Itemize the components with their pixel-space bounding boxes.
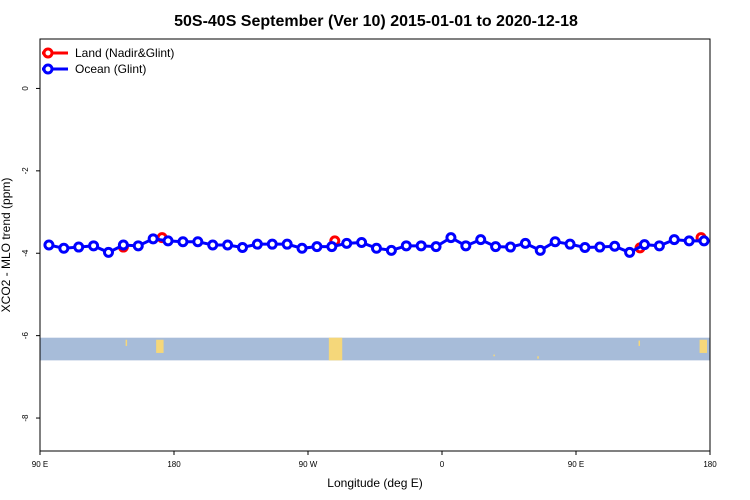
- map-land-patch: [537, 356, 539, 359]
- ocean-point: [326, 241, 338, 253]
- x-tick-label: 180: [167, 460, 181, 469]
- ocean-point: [475, 234, 487, 246]
- ocean-point: [162, 235, 174, 247]
- ocean-point: [594, 241, 606, 253]
- ocean-point: [266, 238, 278, 250]
- map-land-patch: [638, 340, 641, 346]
- ocean-point: [534, 244, 546, 256]
- ocean-point: [192, 236, 204, 248]
- ocean-point: [504, 241, 516, 253]
- ocean-point: [341, 237, 353, 249]
- ocean-point: [579, 241, 591, 253]
- ocean-point: [281, 238, 293, 250]
- legend-marker: [42, 63, 54, 75]
- ocean-point: [177, 236, 189, 248]
- ocean-point: [460, 240, 472, 252]
- ocean-point: [132, 240, 144, 252]
- ocean-point: [102, 246, 114, 258]
- ocean-point: [624, 246, 636, 258]
- map-land-patch: [493, 354, 495, 357]
- map-band: [40, 337, 710, 361]
- x-tick-label: 0: [440, 460, 445, 469]
- y-tick-label: 0: [21, 86, 30, 91]
- ocean-point: [549, 236, 561, 248]
- y-tick-label: -6: [21, 332, 30, 340]
- x-axis: 90 E 180 90 W 0 90 E 180: [32, 451, 717, 469]
- map-land-patch: [699, 339, 708, 353]
- ocean-point: [698, 235, 710, 247]
- ocean-point: [445, 232, 457, 244]
- ocean-point: [207, 239, 219, 251]
- ocean-point: [415, 240, 427, 252]
- y-tick-label: -8: [21, 414, 30, 422]
- y-axis: 0 -2 -4 -6 -8: [21, 86, 40, 422]
- ocean-point: [73, 241, 85, 253]
- ocean-point: [668, 234, 680, 246]
- y-tick-label: -2: [21, 167, 30, 175]
- ocean-point: [400, 240, 412, 252]
- map-ocean: [40, 337, 710, 361]
- map-land-patch: [328, 337, 343, 361]
- ocean-point: [117, 239, 129, 251]
- ocean-point: [519, 237, 531, 249]
- x-tick-label: 180: [703, 460, 717, 469]
- ocean-point: [236, 241, 248, 253]
- ocean-point: [311, 241, 323, 253]
- ocean-point: [638, 239, 650, 251]
- legend-marker: [42, 47, 54, 59]
- x-axis-label: Longitude (deg E): [327, 476, 422, 490]
- x-tick-label: 90 W: [299, 460, 318, 469]
- x-tick-label: 90 E: [32, 460, 48, 469]
- ocean-point: [385, 244, 397, 256]
- ocean-point: [564, 238, 576, 250]
- ocean-point: [222, 239, 234, 251]
- ocean-point: [356, 237, 368, 249]
- legend-label: Land (Nadir&Glint): [75, 46, 174, 60]
- ocean-point: [490, 241, 502, 253]
- legend: Land (Nadir&Glint) Ocean (Glint): [42, 46, 174, 76]
- y-tick-label: -4: [21, 249, 30, 257]
- ocean-point: [147, 233, 159, 245]
- ocean-point: [88, 240, 100, 252]
- map-land-patch: [156, 339, 164, 353]
- ocean-point: [58, 242, 70, 254]
- ocean-point: [609, 240, 621, 252]
- ocean-point: [683, 235, 695, 247]
- ocean-point: [653, 240, 665, 252]
- ocean-point: [430, 241, 442, 253]
- x-tick-label: 90 E: [568, 460, 584, 469]
- chart-title: 50S-40S September (Ver 10) 2015-01-01 to…: [174, 13, 578, 30]
- y-axis-label: XCO2 - MLO trend (ppm): [0, 178, 13, 313]
- ocean-point: [370, 242, 382, 254]
- ocean-point: [251, 238, 263, 250]
- legend-label: Ocean (Glint): [75, 62, 146, 76]
- plot-frame: [39, 38, 711, 452]
- series-layer: [43, 232, 710, 258]
- ocean-point: [43, 239, 55, 251]
- ocean-point: [296, 242, 308, 254]
- map-land-patch: [125, 339, 128, 346]
